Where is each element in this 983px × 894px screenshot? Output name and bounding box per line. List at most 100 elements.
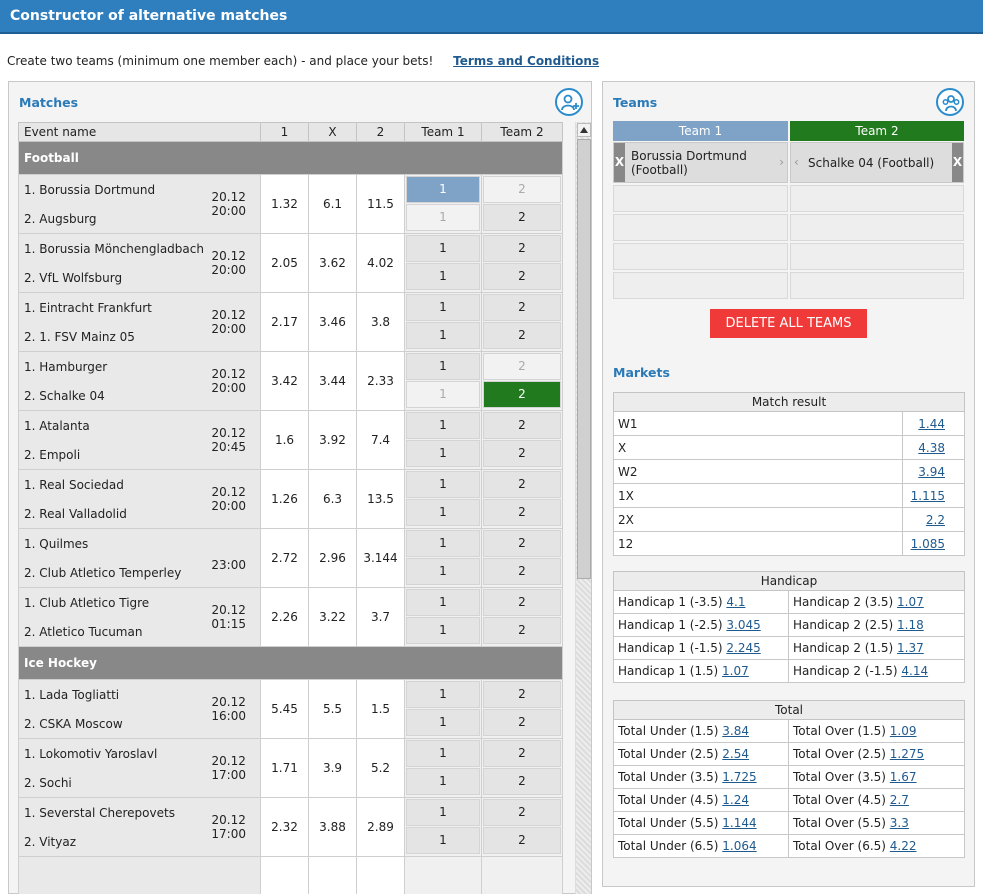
- add-away-to-team1-button[interactable]: 1: [406, 617, 480, 644]
- add-home-to-team2-button[interactable]: 2: [483, 235, 561, 262]
- odd-2[interactable]: 5.2: [356, 738, 405, 798]
- market-odd-link[interactable]: 1.085: [910, 536, 946, 551]
- market-odd-link[interactable]: 4.14: [901, 664, 929, 678]
- add-team-icon[interactable]: [555, 88, 583, 116]
- market-odd-link[interactable]: 1.37: [897, 641, 924, 655]
- market-odd-link[interactable]: 2.54: [722, 747, 749, 761]
- odd-2[interactable]: 4.02: [356, 233, 405, 293]
- odd-x[interactable]: 6.1: [308, 174, 357, 234]
- add-away-to-team2-button[interactable]: 2: [483, 709, 561, 736]
- odd-2[interactable]: 3.8: [356, 292, 405, 352]
- remove-team1-member-button[interactable]: X: [614, 143, 625, 182]
- add-home-to-team1-button[interactable]: 1: [406, 294, 480, 321]
- add-away-to-team1-button[interactable]: 1: [406, 558, 480, 585]
- odd-2[interactable]: 13.5: [356, 469, 405, 529]
- add-away-to-team2-button[interactable]: 2: [483, 381, 561, 408]
- remove-team2-member-button[interactable]: X: [952, 143, 963, 182]
- add-home-to-team2-button[interactable]: 2: [483, 740, 561, 767]
- odd-1[interactable]: 2.32: [260, 797, 309, 857]
- odd-1[interactable]: 2.17: [260, 292, 309, 352]
- odd-2[interactable]: 2.33: [356, 351, 405, 411]
- market-odd-link[interactable]: 1.09: [889, 724, 917, 738]
- market-odd-link[interactable]: 4.1: [726, 595, 746, 609]
- odd-1[interactable]: 2.05: [260, 233, 309, 293]
- add-away-to-team2-button[interactable]: 2: [483, 263, 561, 290]
- add-away-to-team1-button[interactable]: 1: [406, 440, 480, 467]
- odd-2[interactable]: 3.7: [356, 587, 405, 647]
- team1-slot[interactable]: [613, 272, 788, 299]
- market-odd-link[interactable]: 1.725: [722, 770, 757, 784]
- market-odd-link[interactable]: 4.38: [918, 440, 946, 455]
- odd-1[interactable]: 1.26: [260, 469, 309, 529]
- add-home-to-team2-button[interactable]: 2: [483, 412, 561, 439]
- market-odd-link[interactable]: 2.2: [925, 512, 946, 527]
- market-odd-link[interactable]: 1.67: [889, 770, 917, 784]
- add-home-to-team2-button[interactable]: 2: [483, 681, 561, 708]
- add-home-to-team1-button[interactable]: 1: [406, 176, 480, 203]
- add-away-to-team2-button[interactable]: 2: [483, 617, 561, 644]
- add-away-to-team1-button[interactable]: 1: [406, 263, 480, 290]
- market-odd-link[interactable]: 1.44: [918, 416, 946, 431]
- add-away-to-team2-button[interactable]: 2: [483, 204, 561, 231]
- add-away-to-team2-button[interactable]: 2: [483, 827, 561, 854]
- team1-slot[interactable]: [613, 243, 788, 270]
- add-away-to-team1-button[interactable]: 1: [406, 499, 480, 526]
- market-odd-link[interactable]: 1.115: [910, 488, 946, 503]
- move-left-icon[interactable]: ‹: [794, 155, 799, 169]
- market-odd-link[interactable]: 1.07: [897, 595, 924, 609]
- market-odd-link[interactable]: 2.245: [726, 641, 761, 655]
- add-home-to-team1-button[interactable]: 1: [406, 740, 480, 767]
- matches-scrollbar[interactable]: [575, 122, 591, 894]
- odd-x[interactable]: 3.92: [308, 410, 357, 470]
- add-home-to-team2-button[interactable]: 2: [483, 589, 561, 616]
- team1-slot[interactable]: [613, 185, 788, 212]
- add-home-to-team1-button[interactable]: 1: [406, 235, 480, 262]
- market-odd-link[interactable]: 4.22: [889, 839, 917, 853]
- add-home-to-team2-button[interactable]: 2: [483, 530, 561, 557]
- add-home-to-team1-button[interactable]: 1: [406, 681, 480, 708]
- market-odd-link[interactable]: 3.84: [722, 724, 749, 738]
- add-home-to-team2-button[interactable]: 2: [483, 176, 561, 203]
- add-home-to-team1-button[interactable]: 1: [406, 412, 480, 439]
- market-odd-link[interactable]: 3.3: [889, 816, 909, 830]
- team2-slot[interactable]: [790, 243, 964, 270]
- odd-1[interactable]: 5.45: [260, 679, 309, 739]
- market-odd-link[interactable]: 3.045: [726, 618, 761, 632]
- odd-1[interactable]: 3.42: [260, 351, 309, 411]
- odd-2[interactable]: 1.5: [356, 679, 405, 739]
- add-away-to-team2-button[interactable]: 2: [483, 322, 561, 349]
- odd-2[interactable]: 2.89: [356, 797, 405, 857]
- teams-group-icon[interactable]: [936, 88, 964, 116]
- move-right-icon[interactable]: ›: [779, 155, 784, 169]
- market-odd-link[interactable]: 1.275: [889, 747, 925, 761]
- odd-1[interactable]: 2.72: [260, 528, 309, 588]
- add-home-to-team2-button[interactable]: 2: [483, 294, 561, 321]
- market-odd-link[interactable]: 1.144: [722, 816, 757, 830]
- market-odd-link[interactable]: 3.94: [918, 464, 946, 479]
- terms-link[interactable]: Terms and Conditions: [453, 54, 600, 68]
- add-away-to-team2-button[interactable]: 2: [483, 558, 561, 585]
- odd-1[interactable]: 1.6: [260, 410, 309, 470]
- add-home-to-team1-button[interactable]: 1: [406, 799, 480, 826]
- add-away-to-team1-button[interactable]: 1: [406, 204, 480, 231]
- market-odd-link[interactable]: 1.18: [897, 618, 924, 632]
- odd-x[interactable]: 3.9: [308, 738, 357, 798]
- add-away-to-team1-button[interactable]: 1: [406, 768, 480, 795]
- odd-x[interactable]: 3.62: [308, 233, 357, 293]
- delete-all-teams-button[interactable]: DELETE ALL TEAMS: [710, 309, 867, 338]
- add-home-to-team2-button[interactable]: 2: [483, 799, 561, 826]
- odd-2[interactable]: 11.5: [356, 174, 405, 234]
- odd-x[interactable]: 3.88: [308, 797, 357, 857]
- add-away-to-team2-button[interactable]: 2: [483, 768, 561, 795]
- odd-1[interactable]: 2.26: [260, 587, 309, 647]
- odd-x[interactable]: 3.22: [308, 587, 357, 647]
- team2-slot[interactable]: [790, 272, 964, 299]
- market-odd-link[interactable]: 1.24: [722, 793, 749, 807]
- add-home-to-team1-button[interactable]: 1: [406, 471, 480, 498]
- team2-slot[interactable]: [790, 185, 964, 212]
- add-away-to-team1-button[interactable]: 1: [406, 322, 480, 349]
- team2-slot[interactable]: [790, 214, 964, 241]
- add-home-to-team1-button[interactable]: 1: [406, 353, 480, 380]
- market-odd-link[interactable]: 2.7: [889, 793, 909, 807]
- odd-1[interactable]: 1.71: [260, 738, 309, 798]
